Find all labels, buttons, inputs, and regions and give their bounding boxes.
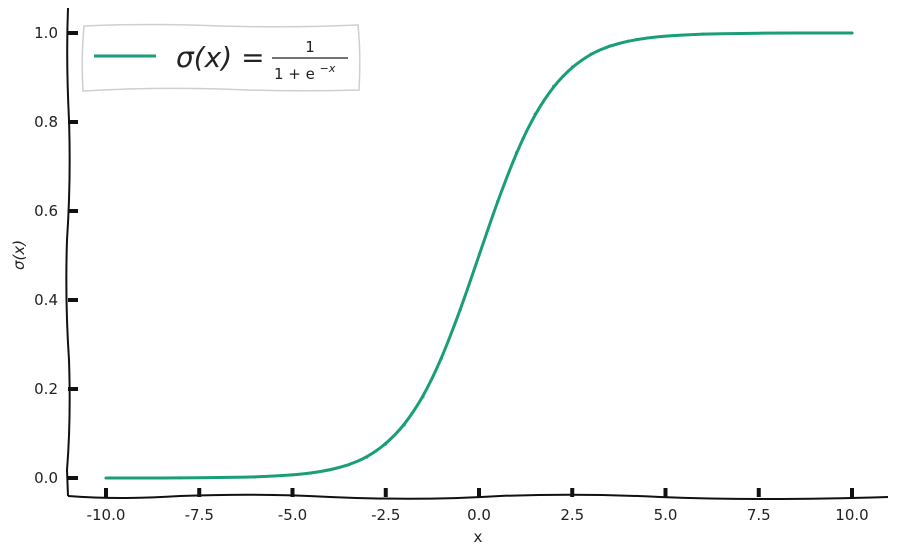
x-axis-ticks: -10.0 -7.5 -5.0 -2.5 0.0 2.5 5.0 7.5 10.0 [87,488,869,524]
series-point [179,476,183,480]
series-point [440,356,444,360]
series-point [291,473,294,477]
series-point [589,52,593,56]
x-tick-label: 0.0 [467,506,491,524]
y-axis-line [65,7,71,497]
legend-box [81,23,361,92]
x-tick-label: -10.0 [87,506,126,524]
series-point [626,39,630,43]
y-axis-ticks: 0.0 0.2 0.4 0.6 0.8 1.0 [34,24,78,487]
series-point [496,199,499,203]
series-point [664,34,667,38]
series-point [608,44,611,48]
y-axis-label: σ(x) [10,240,28,270]
series-point [570,65,574,69]
series-point [421,395,425,399]
series-point [253,475,257,479]
x-tick-label: 5.0 [654,506,678,524]
series-point [328,468,332,472]
y-tick-label: 0.4 [34,291,58,309]
sigmoid-series-line [104,31,854,480]
x-tick-label: -7.5 [185,506,214,524]
series-point [776,31,779,35]
series-point [384,442,388,446]
series-point [645,36,649,40]
x-tick-label: 2.5 [560,506,584,524]
series-point [141,476,145,480]
series-point [552,84,555,88]
series-point [477,254,481,257]
x-axis-line [67,493,889,500]
series-points [104,31,854,480]
x-axis-label: x [474,528,483,546]
x-tick-label: 10.0 [835,506,868,524]
series-point [104,476,108,480]
series-point [459,308,462,312]
legend-denominator: 1 + e −x [274,62,336,83]
series-point [514,151,518,155]
series-point [309,471,313,475]
y-tick-label: 0.8 [34,113,58,131]
y-tick-label: 1.0 [34,24,58,42]
legend-denominator-base: 1 + e [274,65,315,83]
x-tick-label: -2.5 [371,506,400,524]
legend-numerator: 1 [305,38,315,56]
y-tick-label: 0.2 [34,380,58,398]
series-point [347,463,350,467]
y-tick-label: 0.6 [34,202,58,220]
series-point [403,423,406,427]
y-tick-label: 0.0 [34,469,58,487]
series-point [813,31,817,35]
series-point [533,112,537,116]
legend-denominator-exp: −x [320,62,336,75]
series-point [216,476,220,479]
series-point [365,455,369,459]
series-point [701,32,705,36]
legend: σ(x) = 1 1 + e −x [81,23,361,92]
series-point [850,31,854,35]
x-tick-label: -5.0 [278,506,307,524]
x-tick-label: 7.5 [747,506,771,524]
series-point [738,32,742,35]
legend-lhs: σ(x) = [176,41,265,74]
